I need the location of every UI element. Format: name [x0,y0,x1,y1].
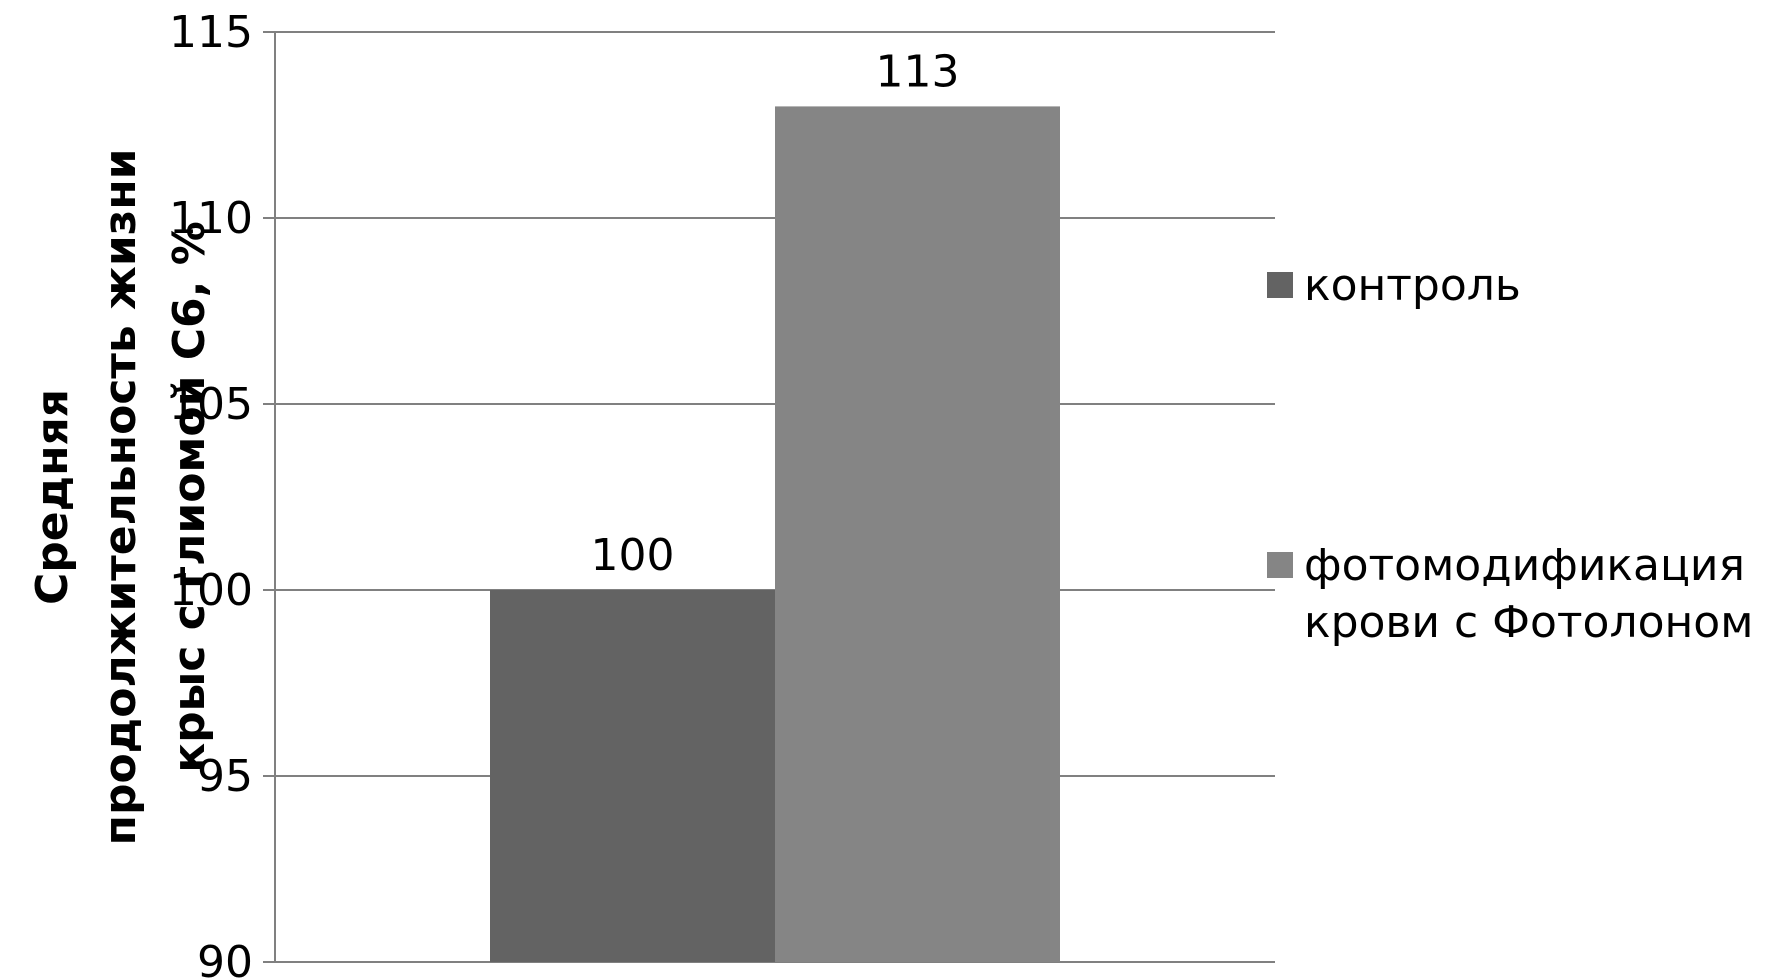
y-axis-title-line: крыс с глиомой С6, % [164,221,215,773]
legend-item-1: фотомодификация крови с Фотолоном [1267,540,1753,648]
y-tick-label: 110 [169,193,253,244]
legend-label: крови с Фотолоном [1304,597,1753,648]
y-tick-label: 95 [197,751,253,802]
y-tick-label: 105 [169,379,253,430]
y-tick-label: 100 [169,565,253,616]
data-label-series-1: 113 [876,46,960,97]
y-axis: 90 95 100 105 110 115 [169,7,276,979]
y-tick-label: 115 [169,7,253,58]
data-labels: 100 113 [591,46,960,581]
y-axis-title-line: Средняя [27,389,78,605]
data-label-series-0: 100 [591,530,675,581]
y-axis-title-line: продолжительность жизни [95,149,146,846]
legend-item-0: контроль [1267,260,1521,311]
legend-label: контроль [1304,260,1521,311]
y-axis-title: Средняя продолжительность жизни крыс с гли… [27,149,215,846]
bar-series-0 [490,590,775,962]
legend-swatch [1267,552,1293,578]
legend: контроль фотомодификация крови с Фотолоном [1267,260,1753,648]
y-tick-label: 90 [197,937,253,979]
bars [490,106,1060,962]
legend-label: фотомодификация [1304,540,1745,591]
legend-swatch [1267,272,1293,298]
bar-series-1 [775,106,1060,962]
